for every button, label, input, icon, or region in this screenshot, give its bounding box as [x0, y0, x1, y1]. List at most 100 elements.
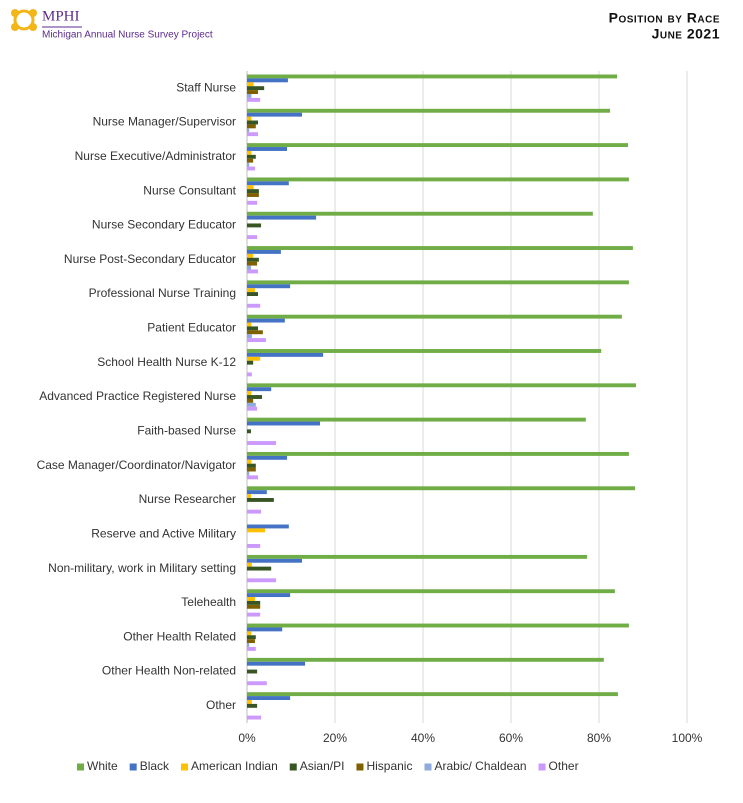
bar [247, 97, 261, 102]
y-tick-label: Telehealth [181, 595, 236, 609]
y-tick-label: Other [206, 698, 236, 712]
bar [247, 402, 256, 407]
bar [247, 696, 291, 700]
bar [247, 166, 255, 171]
x-tick-label: 100% [672, 731, 703, 745]
legend-label: Arabic/ Chaldean [434, 759, 526, 773]
bar [247, 116, 252, 121]
bar [247, 269, 258, 274]
bar [247, 223, 262, 228]
bar [247, 387, 272, 392]
chart-title: Position by Race [609, 10, 720, 26]
bar [247, 288, 255, 293]
legend-swatch [356, 763, 364, 771]
bar [247, 200, 258, 205]
bar [247, 566, 272, 571]
bar [247, 578, 277, 583]
bar [247, 265, 251, 270]
bar [247, 181, 289, 186]
bar [247, 143, 629, 148]
x-tick-label: 80% [587, 731, 611, 745]
bar [247, 417, 586, 422]
y-tick-label: Faith-based Nurse [137, 423, 236, 437]
bar [247, 395, 262, 399]
legend-label: Hispanic [366, 759, 412, 773]
legend-label: White [87, 759, 118, 773]
y-tick-label: Other Health Non-related [102, 664, 236, 678]
legend-swatch [289, 763, 297, 771]
bar [247, 562, 252, 567]
bar [247, 330, 263, 335]
bar [247, 124, 256, 129]
bar [247, 391, 252, 396]
bar [247, 257, 259, 262]
bar [247, 215, 317, 220]
y-tick-label: Advanced Practice Registered Nurse [39, 389, 236, 403]
bar [247, 589, 615, 594]
bar [247, 86, 265, 91]
bar [247, 692, 618, 697]
y-tick-label: Nurse Secondary Educator [92, 218, 236, 232]
logo-subtitle: Michigan Annual Nurse Survey Project [42, 30, 213, 41]
bar [247, 451, 629, 456]
bar [247, 490, 267, 495]
bar [247, 120, 258, 125]
bar [247, 597, 255, 601]
bar [247, 657, 604, 662]
bar [247, 398, 254, 403]
bar [247, 455, 288, 460]
bar [247, 292, 258, 297]
bar [247, 699, 252, 704]
legend-swatch [424, 763, 432, 771]
bar [247, 421, 321, 426]
bar [247, 544, 261, 548]
bar [247, 78, 288, 83]
legend-label: American Indian [191, 759, 278, 773]
bar [247, 158, 254, 163]
bar [247, 471, 250, 476]
y-tick-label: Professional Nurse Training [89, 286, 236, 300]
bar [247, 360, 254, 365]
bar [247, 189, 259, 194]
bar [247, 128, 250, 133]
bar [247, 318, 285, 323]
bar [247, 349, 602, 353]
bar [247, 246, 633, 250]
bar [247, 74, 618, 79]
bar [247, 193, 259, 197]
legend-label: Other [549, 759, 579, 773]
bar [247, 338, 266, 343]
bar [247, 82, 254, 87]
bar [247, 554, 588, 559]
legend-swatch [538, 763, 546, 771]
bar [247, 593, 291, 598]
bar [247, 681, 267, 686]
bar [247, 631, 252, 636]
logo: MPHI [42, 8, 80, 24]
bar [247, 703, 258, 708]
bar [247, 132, 258, 137]
bar [247, 646, 256, 651]
bar [247, 669, 258, 674]
y-tick-label: Nurse Executive/Administrator [75, 149, 236, 163]
bar [247, 459, 252, 464]
bar [247, 635, 256, 640]
bar [247, 441, 277, 445]
bar [247, 249, 281, 254]
y-tick-label: Nurse Post-Secondary Educator [64, 252, 236, 266]
bar [247, 524, 289, 529]
bar [247, 406, 258, 411]
y-tick-label: Reserve and Active Military [91, 526, 236, 540]
bar [247, 661, 306, 666]
bar [247, 623, 629, 628]
bar [247, 494, 251, 498]
bar [247, 147, 288, 151]
y-tick-label: School Health Nurse K-12 [97, 355, 236, 369]
bar [247, 600, 261, 605]
x-tick-label: 40% [411, 731, 435, 745]
bar [247, 303, 261, 308]
legend-label: Asian/PI [300, 759, 345, 773]
bar [247, 334, 252, 339]
bar [247, 612, 261, 617]
